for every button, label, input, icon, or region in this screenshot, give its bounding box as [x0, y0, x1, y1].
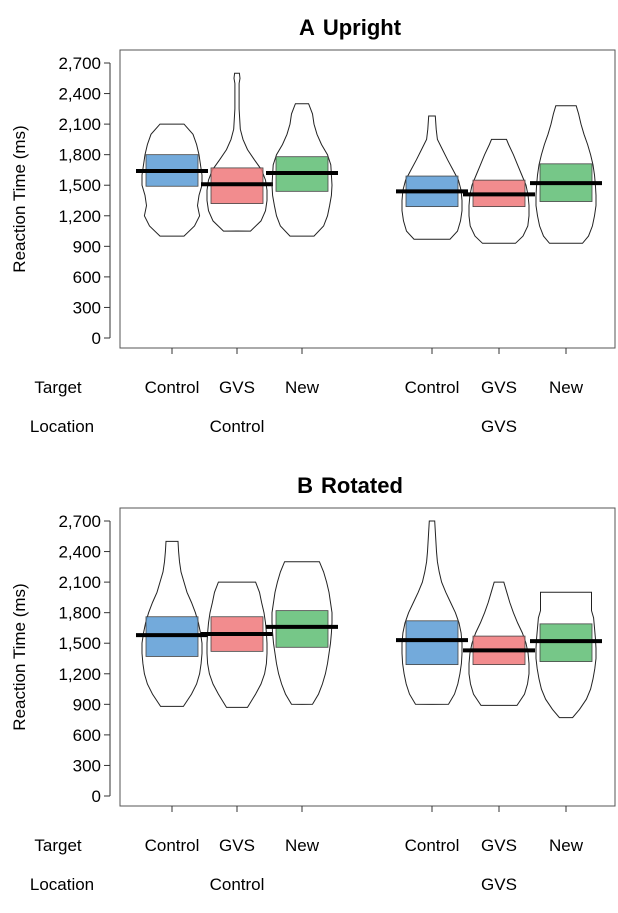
y-tick-label: 600: [73, 726, 101, 745]
y-tick-label: 1,200: [58, 665, 101, 684]
target-label: GVS: [481, 836, 517, 855]
y-tick-label: 600: [73, 268, 101, 287]
interval-box: [275, 610, 329, 648]
y-tick-label: 1,500: [58, 176, 101, 195]
target-label: GVS: [219, 378, 255, 397]
violin-outline: [401, 520, 463, 705]
panel-title: Rotated: [321, 473, 403, 498]
interval-box: [405, 620, 459, 666]
upright-violin-chart: A Upright 0 300 600 900 1,200 1,500 1,800 2,100 2,…: [10, 15, 616, 436]
target-label: GVS: [481, 378, 517, 397]
target-label: New: [285, 836, 320, 855]
y-tick-label: 0: [92, 329, 101, 348]
target-label: Control: [405, 836, 460, 855]
violin-outline: [401, 115, 463, 240]
plot-frame: [119, 507, 616, 807]
violin-outline: [206, 581, 268, 708]
violin-outline: [468, 581, 530, 706]
target-label: Control: [145, 836, 200, 855]
y-tick-label: 900: [73, 237, 101, 256]
panel-rotated: B Rotated 0 300 600 900 1,200 1,500 1,800 2,100 2,…: [0, 458, 618, 913]
violin-outline: [271, 561, 333, 705]
panel-title: Upright: [323, 15, 402, 40]
panel-upright: A Upright 0 300 600 900 1,200 1,500 1,800 2,100 2,…: [0, 0, 618, 456]
y-tick-label: 900: [73, 695, 101, 714]
location-label: GVS: [481, 417, 517, 436]
y-tick-label: 300: [73, 756, 101, 775]
y-tick-label: 2,700: [58, 512, 101, 531]
y-tick-label: 0: [92, 787, 101, 806]
target-label: New: [549, 836, 584, 855]
violin-outline: [206, 72, 268, 232]
row-label-target: Target: [34, 836, 82, 855]
rotated-violin-chart: B Rotated 0 300 600 900 1,200 1,500 1,800 2,100 2,…: [10, 473, 616, 894]
y-axis-label: Reaction Time (ms): [10, 125, 29, 272]
y-tick-label: 1,200: [58, 207, 101, 226]
y-tick-label: 1,500: [58, 634, 101, 653]
y-tick-label: 2,400: [58, 543, 101, 562]
y-tick-label: 2,100: [58, 573, 101, 592]
panel-letter: A: [299, 15, 315, 40]
panel-letter: B: [297, 473, 313, 498]
target-label: GVS: [219, 836, 255, 855]
violin-outline: [141, 123, 203, 237]
location-label: Control: [210, 417, 265, 436]
y-tick-label: 1,800: [58, 146, 101, 165]
target-label: Control: [405, 378, 460, 397]
violin-outline: [468, 138, 530, 244]
y-tick-label: 2,700: [58, 54, 101, 73]
location-label: Control: [210, 875, 265, 894]
target-label: Control: [145, 378, 200, 397]
y-axis-label: Reaction Time (ms): [10, 583, 29, 730]
chart-title: B Rotated: [297, 473, 403, 498]
chart-title: A Upright: [299, 15, 402, 40]
row-label-location: Location: [30, 417, 94, 436]
target-label: New: [285, 378, 320, 397]
location-label: GVS: [481, 875, 517, 894]
row-label-target: Target: [34, 378, 82, 397]
y-tick-label: 300: [73, 298, 101, 317]
violin-outline: [141, 540, 203, 707]
violin-outline: [271, 103, 333, 237]
plot-frame: [119, 49, 616, 349]
violin-outline: [535, 591, 597, 719]
y-tick-label: 2,100: [58, 115, 101, 134]
target-label: New: [549, 378, 584, 397]
y-tick-label: 2,400: [58, 85, 101, 104]
violin-outline: [535, 105, 597, 244]
y-tick-label: 1,800: [58, 604, 101, 623]
row-label-location: Location: [30, 875, 94, 894]
